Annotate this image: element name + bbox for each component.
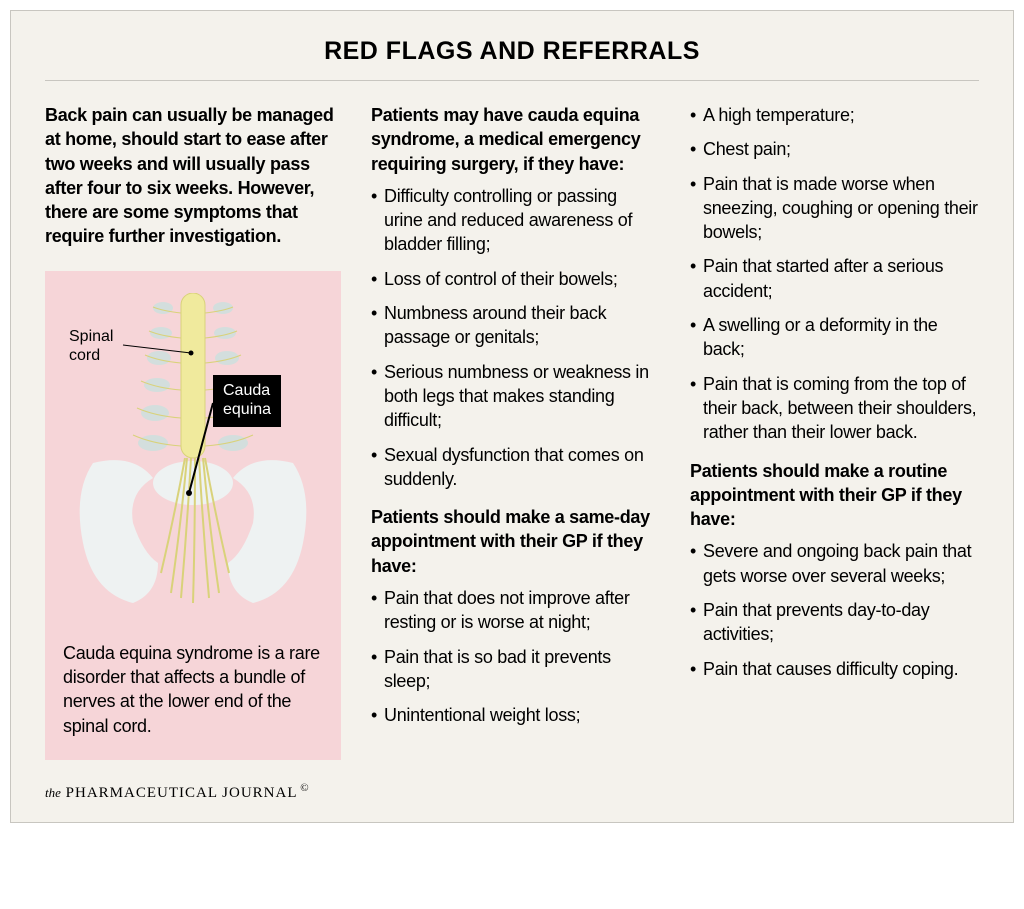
list-item: Loss of control of their bowels; (371, 267, 660, 291)
list-item: Pain that is coming from the top of thei… (690, 372, 979, 445)
col3-heading-2: Patients should make a routine appointme… (690, 459, 979, 532)
divider (45, 80, 979, 81)
footer-copyright-icon: © (298, 782, 309, 794)
list-item: Serious numbness or weakness in both leg… (371, 360, 660, 433)
col3-list-2: Severe and ongoing back pain that gets w… (690, 539, 979, 680)
anatomy-figure: Spinal cord Cauda equina Cauda equina sy… (45, 271, 341, 760)
list-item: Sexual dysfunction that comes on suddenl… (371, 443, 660, 492)
col3-list-1: A high temperature; Chest pain; Pain tha… (690, 103, 979, 445)
figure-canvas: Spinal cord Cauda equina (63, 293, 323, 623)
footer-journal: PHARMACEUTICAL JOURNAL (61, 785, 298, 801)
label-cauda-equina: Cauda equina (213, 375, 281, 427)
card-title: RED FLAGS AND REFERRALS (45, 37, 979, 66)
list-item: Difficulty controlling or passing urine … (371, 184, 660, 257)
columns: Back pain can usually be managed at home… (45, 103, 979, 760)
list-item: Pain that started after a serious accide… (690, 254, 979, 303)
list-item: A swelling or a deformity in the back; (690, 313, 979, 362)
list-item: Chest pain; (690, 137, 979, 161)
list-item: Pain that causes difficulty coping. (690, 657, 979, 681)
footer-the: the (45, 785, 61, 800)
column-3: A high temperature; Chest pain; Pain tha… (690, 103, 979, 760)
list-item: Pain that is made worse when sneezing, c… (690, 172, 979, 245)
list-item: Pain that prevents day-to-day activities… (690, 598, 979, 647)
footer-credit: the PHARMACEUTICAL JOURNAL © (45, 782, 979, 802)
list-item: Pain that is so bad it prevents sleep; (371, 645, 660, 694)
col2-heading-2: Patients should make a same-day appointm… (371, 505, 660, 578)
list-item: Numbness around their back passage or ge… (371, 301, 660, 350)
intro-text: Back pain can usually be managed at home… (45, 103, 341, 249)
list-item: Unintentional weight loss; (371, 703, 660, 727)
list-item: Severe and ongoing back pain that gets w… (690, 539, 979, 588)
figure-caption: Cauda equina syndrome is a rare disorder… (63, 641, 323, 738)
col2-list-1: Difficulty controlling or passing urine … (371, 184, 660, 491)
column-2: Patients may have cauda equina syndrome,… (371, 103, 660, 760)
info-card: RED FLAGS AND REFERRALS Back pain can us… (10, 10, 1014, 823)
label-spinal-cord: Spinal cord (69, 327, 113, 365)
list-item: A high temperature; (690, 103, 979, 127)
col2-heading-1: Patients may have cauda equina syndrome,… (371, 103, 660, 176)
col2-list-2: Pain that does not improve after resting… (371, 586, 660, 727)
column-1: Back pain can usually be managed at home… (45, 103, 341, 760)
list-item: Pain that does not improve after resting… (371, 586, 660, 635)
